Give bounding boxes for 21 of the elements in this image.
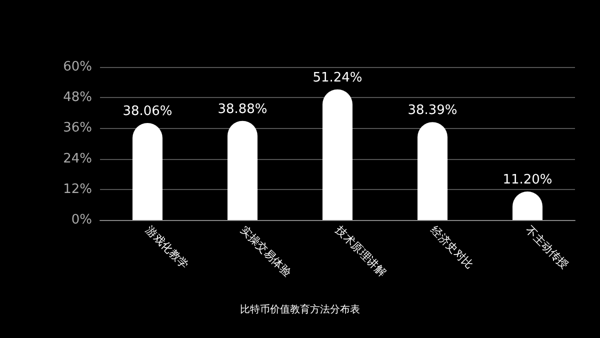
data-label: 38.06% (122, 104, 172, 119)
bar (322, 89, 352, 220)
bar (228, 120, 258, 220)
x-tick-label: 游戏化教学 (142, 223, 191, 272)
x-tick-label: 经济史对比 (428, 223, 476, 272)
y-tick-label: 12% (63, 182, 92, 197)
y-tick-label: 0% (71, 212, 92, 228)
x-tick-label: 实操交易体验 (238, 223, 294, 280)
y-tick-label: 36% (63, 120, 92, 136)
bar (418, 122, 448, 220)
x-tick-label: 技术原理讲解 (332, 222, 389, 280)
data-label: 51.24% (312, 70, 362, 86)
bar (132, 122, 162, 220)
y-tick-label: 24% (63, 151, 92, 166)
text: 比特币价值教育方法分布表 (240, 304, 360, 316)
data-label: 38.39% (408, 103, 458, 118)
y-tick-label: 60% (63, 60, 92, 74)
x-tick-label: 不主动传授 (522, 223, 571, 272)
data-label: 11.20% (502, 172, 552, 188)
data-label: 38.88% (218, 102, 268, 117)
y-tick-label: 48% (63, 90, 92, 106)
